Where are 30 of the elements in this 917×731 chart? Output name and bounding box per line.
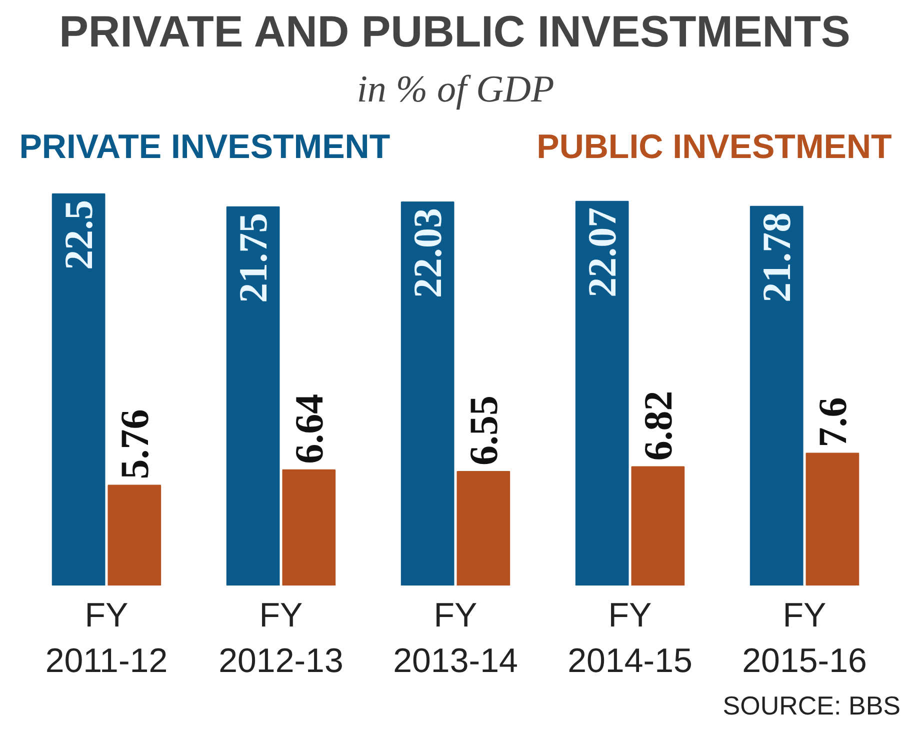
bar [108, 484, 162, 586]
bar [806, 452, 860, 586]
series-label: PRIVATE INVESTMENT [19, 128, 390, 166]
x-tick-label: FY 2012-13 [218, 596, 344, 680]
data-label: 21.78 [754, 212, 800, 302]
bar [226, 206, 280, 586]
data-label: 7.6 [810, 397, 855, 448]
x-tick-label: FY 2014-15 [568, 596, 692, 680]
x-tick-label: FY 2011-12 [45, 596, 168, 680]
text: PUBLIC INVESTMENT [536, 128, 892, 166]
data-label: 22.07 [580, 207, 625, 298]
bar [400, 202, 454, 586]
source-note: SOURCE: BBS [722, 690, 901, 720]
data-label: 6.55 [460, 395, 506, 466]
data-label: 6.64 [286, 394, 332, 464]
data-label: 22.5 [56, 200, 102, 270]
data-label: 21.75 [230, 212, 276, 303]
bar [575, 200, 629, 586]
chart-title: PRIVATE AND PUBLIC INVESTMENTS [59, 8, 850, 56]
chart-subtitle: in % of GDP [356, 68, 554, 110]
data-label: 22.03 [405, 208, 450, 298]
x-tick-label: FY 2013-14 [393, 596, 518, 680]
bar [52, 193, 106, 586]
data-label: 6.82 [635, 390, 680, 461]
bar [750, 206, 804, 586]
bar [631, 466, 685, 586]
data-label: 5.76 [112, 409, 157, 480]
x-tick-label: FY 2015-16 [742, 596, 867, 680]
bar [282, 469, 336, 586]
bar [456, 470, 510, 586]
